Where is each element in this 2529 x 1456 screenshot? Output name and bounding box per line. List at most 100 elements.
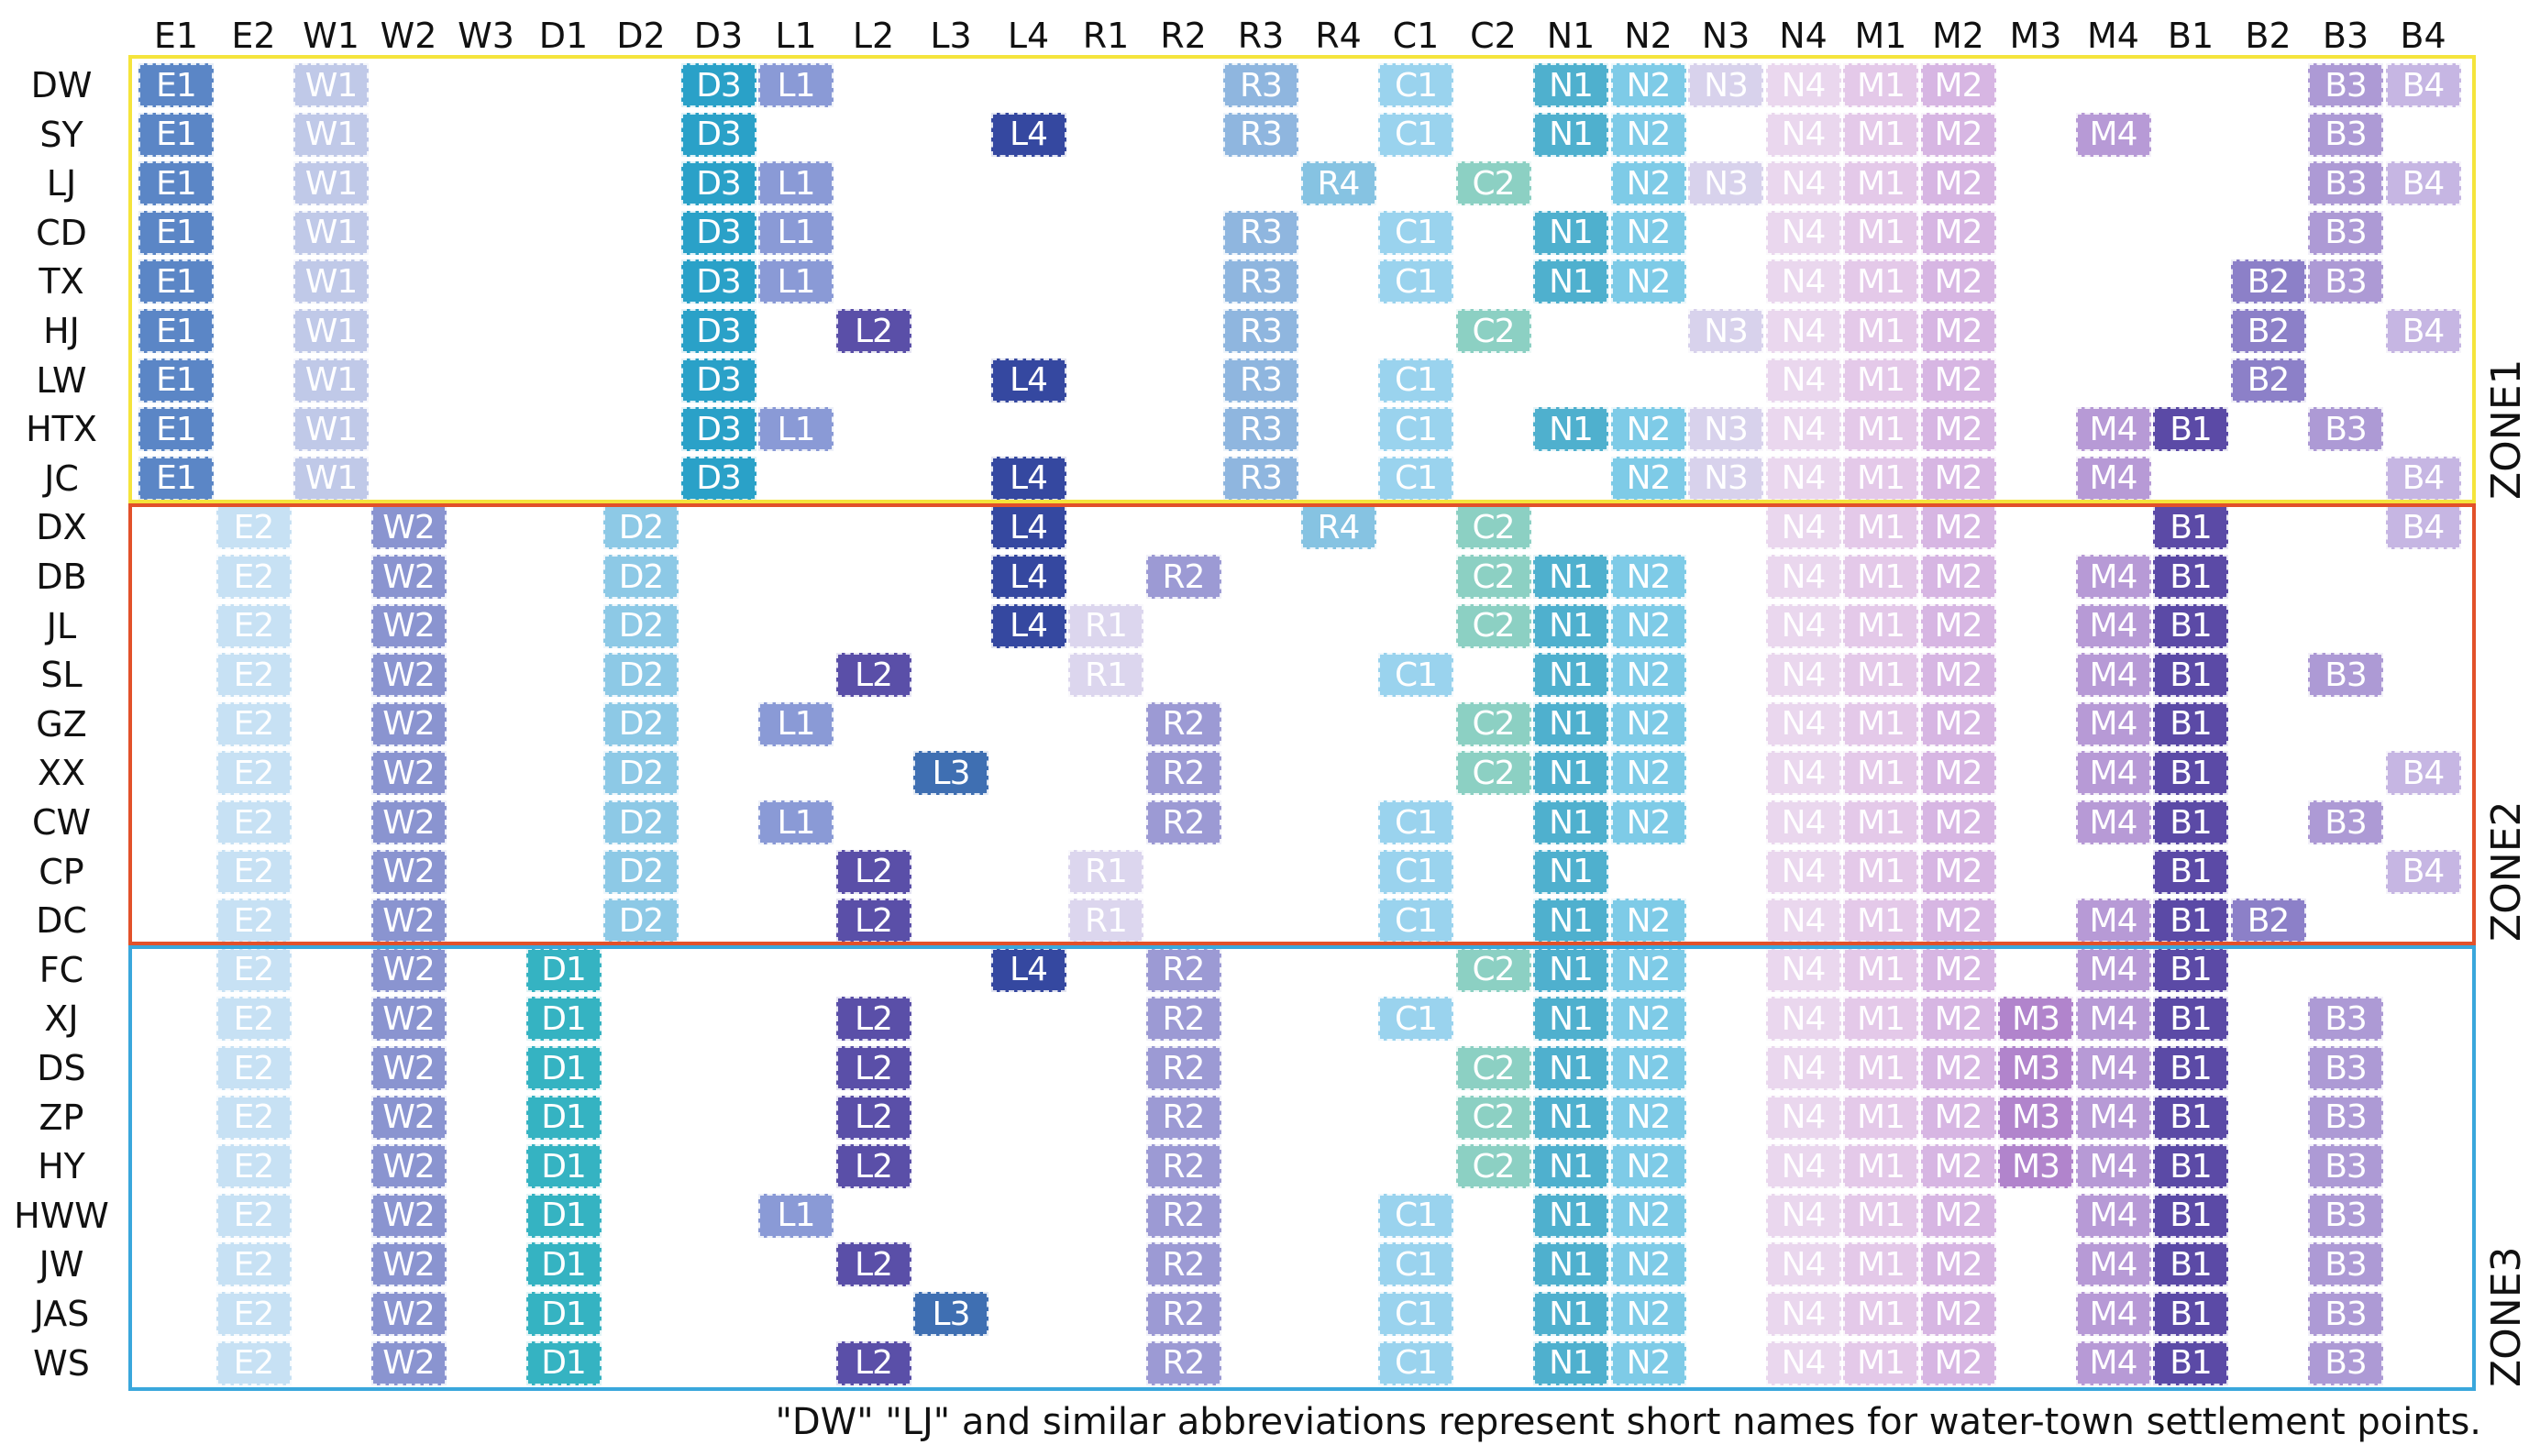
- matrix-cell-htx-m4: M4: [2075, 407, 2151, 452]
- matrix-cell-jas-m2: M2: [1920, 1292, 1996, 1336]
- matrix-cell-gz-b1: B1: [2153, 701, 2228, 746]
- matrix-cell-cp-b1: B1: [2153, 849, 2228, 894]
- row-label-hww: HWW: [14, 1195, 109, 1236]
- matrix-cell-ws-w2: W2: [370, 1340, 447, 1385]
- matrix-cell-cd-n1: N1: [1533, 210, 1608, 255]
- matrix-cell-cp-w2: W2: [370, 849, 447, 894]
- matrix-cell-htx-b3: B3: [2308, 407, 2383, 452]
- matrix-cell-hy-m2: M2: [1920, 1144, 1996, 1189]
- matrix-cell-hww-e2: E2: [215, 1193, 292, 1238]
- matrix-cell-cp-n1: N1: [1533, 849, 1608, 894]
- matrix-cell-jl-l4: L4: [990, 603, 1066, 648]
- matrix-cell-db-w2: W2: [370, 555, 447, 599]
- matrix-cell-jw-d1: D1: [525, 1242, 602, 1287]
- row-label-hy: HY: [38, 1146, 85, 1187]
- matrix-cell-hy-c2: C2: [1455, 1144, 1531, 1189]
- matrix-cell-xx-n2: N2: [1610, 751, 1686, 796]
- matrix-cell-ws-l2: L2: [835, 1340, 911, 1385]
- matrix-cell-lw-m1: M1: [1843, 358, 1918, 403]
- matrix-cell-fc-n4: N4: [1765, 947, 1841, 992]
- matrix-cell-dw-c1: C1: [1378, 63, 1453, 107]
- matrix-cell-jc-b4: B4: [2385, 456, 2461, 501]
- matrix-cell-tx-b3: B3: [2308, 259, 2383, 304]
- matrix-cell-ws-m4: M4: [2075, 1340, 2151, 1385]
- matrix-cell-ws-n2: N2: [1610, 1340, 1686, 1385]
- matrix-cell-cp-r1: R1: [1068, 849, 1143, 894]
- matrix-cell-ws-c1: C1: [1378, 1340, 1453, 1385]
- matrix-cell-htx-n3: N3: [1688, 407, 1763, 452]
- row-label-htx: HTX: [26, 409, 97, 450]
- matrix-cell-ws-m1: M1: [1843, 1340, 1918, 1385]
- row-label-jas: JAS: [33, 1294, 90, 1334]
- matrix-cell-dw-n2: N2: [1610, 63, 1686, 107]
- matrix-cell-jc-m2: M2: [1920, 456, 1996, 501]
- matrix-cell-gz-n4: N4: [1765, 701, 1841, 746]
- matrix-cell-dw-r3: R3: [1223, 63, 1298, 107]
- matrix-cell-jw-m2: M2: [1920, 1242, 1996, 1287]
- column-header-l1: L1: [775, 16, 817, 56]
- row-label-xx: XX: [37, 753, 86, 794]
- matrix-cell-tx-w1: W1: [293, 259, 369, 304]
- matrix-cell-zp-m3: M3: [1998, 1095, 2073, 1140]
- matrix-cell-cp-b4: B4: [2385, 849, 2461, 894]
- column-header-c2: C2: [1470, 16, 1517, 56]
- column-header-l3: L3: [930, 16, 972, 56]
- matrix-cell-fc-w2: W2: [370, 947, 447, 992]
- matrix-cell-lj-b4: B4: [2385, 161, 2461, 206]
- matrix-cell-xx-m2: M2: [1920, 751, 1996, 796]
- matrix-cell-ds-w2: W2: [370, 1046, 447, 1090]
- matrix-cell-jas-r2: R2: [1145, 1292, 1221, 1336]
- matrix-cell-sy-m1: M1: [1843, 112, 1918, 157]
- matrix-cell-dw-n1: N1: [1533, 63, 1608, 107]
- column-header-l2: L2: [852, 16, 895, 56]
- matrix-cell-cw-w2: W2: [370, 800, 447, 844]
- matrix-cell-sy-n1: N1: [1533, 112, 1608, 157]
- matrix-cell-jl-m2: M2: [1920, 603, 1996, 648]
- matrix-cell-db-b1: B1: [2153, 555, 2228, 599]
- matrix-cell-cd-e1: E1: [138, 210, 214, 255]
- matrix-cell-lw-e1: E1: [138, 358, 214, 403]
- matrix-cell-htx-m1: M1: [1843, 407, 1918, 452]
- matrix-cell-cw-l1: L1: [758, 800, 834, 844]
- matrix-cell-cd-n2: N2: [1610, 210, 1686, 255]
- zone-box-zone1: [128, 55, 2476, 503]
- matrix-cell-dc-n2: N2: [1610, 899, 1686, 943]
- matrix-cell-hy-e2: E2: [215, 1144, 292, 1189]
- matrix-cell-cw-b1: B1: [2153, 800, 2228, 844]
- matrix-cell-ds-b3: B3: [2308, 1046, 2383, 1090]
- matrix-cell-hj-b4: B4: [2385, 309, 2461, 353]
- matrix-cell-hww-r2: R2: [1145, 1193, 1221, 1238]
- matrix-cell-zp-e2: E2: [215, 1095, 292, 1140]
- matrix-cell-ws-d1: D1: [525, 1340, 602, 1385]
- matrix-cell-cw-m2: M2: [1920, 800, 1996, 844]
- matrix-cell-hj-r3: R3: [1223, 309, 1298, 353]
- matrix-cell-hww-m4: M4: [2075, 1193, 2151, 1238]
- matrix-cell-cp-m1: M1: [1843, 849, 1918, 894]
- matrix-cell-sl-c1: C1: [1378, 653, 1453, 698]
- matrix-cell-jas-e2: E2: [215, 1292, 292, 1336]
- matrix-cell-sl-b3: B3: [2308, 653, 2383, 698]
- row-label-zp: ZP: [39, 1097, 84, 1138]
- matrix-cell-tx-l1: L1: [758, 259, 834, 304]
- row-label-dw: DW: [30, 65, 93, 105]
- row-label-jc: JC: [44, 458, 79, 499]
- matrix-cell-cp-l2: L2: [835, 849, 911, 894]
- matrix-cell-cw-m1: M1: [1843, 800, 1918, 844]
- matrix-cell-hy-w2: W2: [370, 1144, 447, 1189]
- column-header-r2: R2: [1160, 16, 1207, 56]
- column-header-m1: M1: [1854, 16, 1907, 56]
- zone-label-zone1: ZONE1: [2483, 358, 2529, 500]
- matrix-cell-hww-n1: N1: [1533, 1193, 1608, 1238]
- matrix-cell-xx-m4: M4: [2075, 751, 2151, 796]
- matrix-cell-tx-b2: B2: [2230, 259, 2306, 304]
- matrix-cell-htx-c1: C1: [1378, 407, 1453, 452]
- matrix-cell-ds-m3: M3: [1998, 1046, 2073, 1090]
- matrix-cell-fc-b1: B1: [2153, 947, 2228, 992]
- matrix-cell-cd-m2: M2: [1920, 210, 1996, 255]
- matrix-cell-ds-n4: N4: [1765, 1046, 1841, 1090]
- matrix-cell-sy-c1: C1: [1378, 112, 1453, 157]
- matrix-cell-xj-b1: B1: [2153, 997, 2228, 1042]
- matrix-cell-ws-e2: E2: [215, 1340, 292, 1385]
- matrix-cell-ws-r2: R2: [1145, 1340, 1221, 1385]
- matrix-cell-cd-l1: L1: [758, 210, 834, 255]
